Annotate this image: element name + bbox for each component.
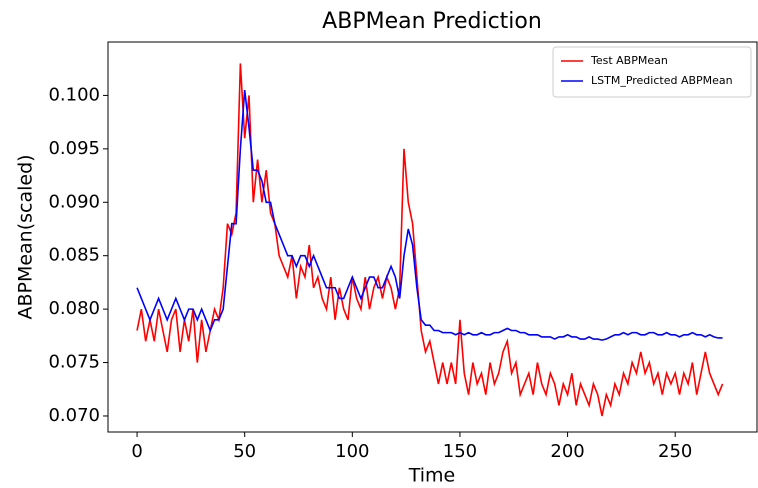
legend-label: Test ABPMean [590, 54, 668, 67]
legend-box [552, 46, 752, 98]
legend-label: LSTM_Predicted ABPMean [591, 74, 733, 87]
x-tick-label: 0 [131, 441, 142, 462]
plot-frame [107, 41, 758, 433]
y-axis-label: ABPMean(scaled) [15, 154, 37, 319]
x-tick-label: 250 [658, 441, 692, 462]
y-tick-label: 0.080 [48, 298, 100, 319]
series-line [136, 63, 724, 417]
series-line [136, 89, 723, 341]
chart-title: ABPMean Prediction [322, 9, 542, 34]
y-tick-label: 0.070 [48, 405, 100, 426]
x-axis-label: Time [408, 465, 456, 487]
x-tick-label: 100 [335, 441, 369, 462]
y-tick-label: 0.075 [48, 352, 100, 373]
y-tick-label: 0.090 [48, 191, 100, 212]
y-tick-label: 0.085 [48, 245, 100, 266]
x-tick-label: 50 [233, 441, 256, 462]
y-tick-label: 0.100 [48, 84, 100, 105]
x-tick-label: 150 [443, 441, 477, 462]
x-tick-label: 200 [550, 441, 584, 462]
y-tick-label: 0.095 [48, 138, 100, 159]
